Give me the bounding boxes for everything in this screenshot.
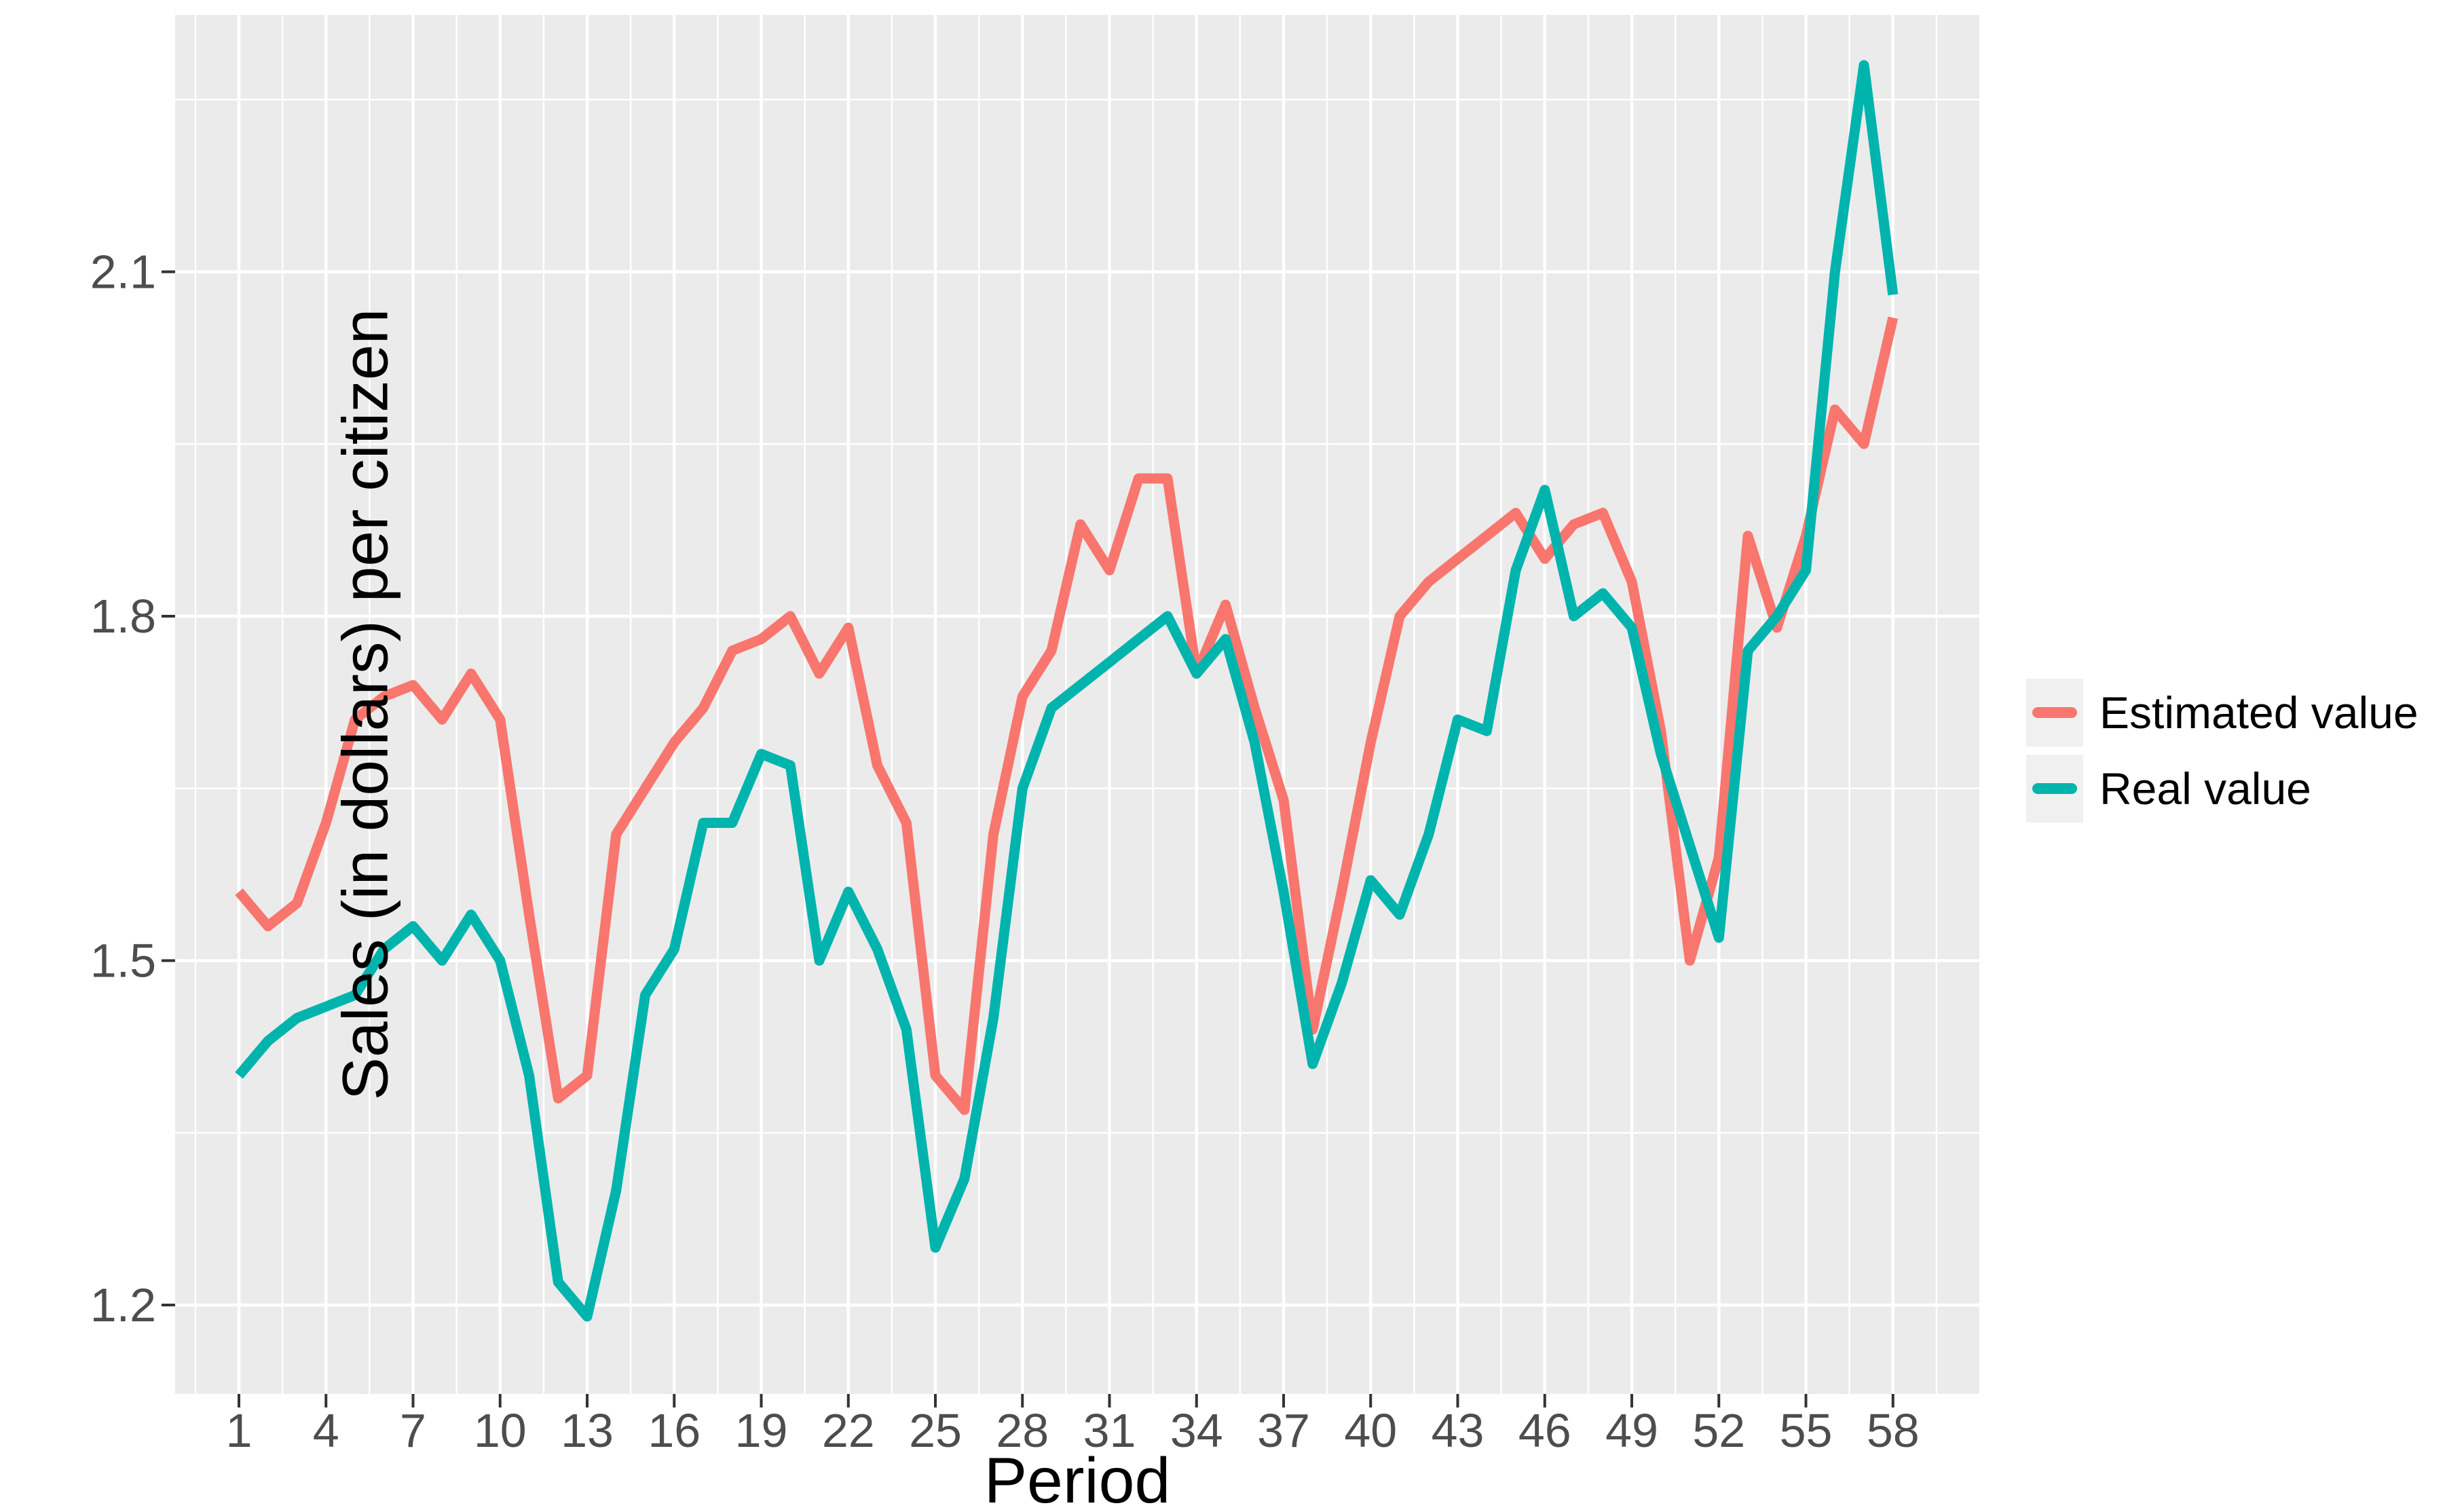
- minor-gridlines: [175, 15, 1979, 1394]
- y-tick-label: 1.8: [90, 590, 156, 643]
- x-tick-label: 31: [1083, 1404, 1136, 1457]
- x-tick-label: 46: [1518, 1404, 1571, 1457]
- legend-item-real-value: Real value: [2026, 755, 2419, 823]
- y-tick-label: 1.5: [90, 934, 156, 987]
- legend: Estimated value Real value: [2026, 679, 2419, 823]
- y-tick-label: 1.2: [90, 1279, 156, 1331]
- x-tick-label: 52: [1692, 1404, 1745, 1457]
- x-tick-label: 1: [226, 1404, 253, 1457]
- legend-item-estimated-value: Estimated value: [2026, 679, 2419, 746]
- estimated-value-key-line-icon: [2032, 707, 2077, 718]
- legend-key-estimated-value: [2026, 679, 2083, 746]
- x-tick-label: 49: [1605, 1404, 1658, 1457]
- x-tick-label: 4: [313, 1404, 339, 1457]
- x-tick-label: 40: [1344, 1404, 1397, 1457]
- axis-ticks: [162, 270, 1894, 1407]
- x-tick-label: 25: [909, 1404, 962, 1457]
- estimated-value-line: [235, 316, 1899, 1115]
- x-tick-label: 43: [1432, 1404, 1485, 1457]
- x-tick-label: 37: [1257, 1404, 1310, 1457]
- x-tick-label: 22: [822, 1404, 875, 1457]
- y-axis-title: Sales (in dollars) per citizen: [329, 308, 402, 1101]
- legend-label-estimated-value: Estimated value: [2099, 687, 2419, 738]
- x-tick-label: 58: [1867, 1404, 1920, 1457]
- legend-label-real-value: Real value: [2099, 763, 2311, 814]
- x-tick-label: 16: [648, 1404, 701, 1457]
- x-tick-label: 28: [996, 1404, 1049, 1457]
- x-tick-label: 7: [400, 1404, 426, 1457]
- x-tick-label: 19: [735, 1404, 788, 1457]
- series-lines: [235, 60, 1899, 1322]
- x-tick-label: 10: [474, 1404, 527, 1457]
- x-tick-label: 55: [1780, 1404, 1833, 1457]
- real-value-key-line-icon: [2032, 783, 2077, 794]
- x-axis-title: Period: [984, 1445, 1171, 1512]
- legend-key-real-value: [2026, 755, 2083, 823]
- real-value-line: [235, 60, 1899, 1322]
- plot-panel: [175, 15, 1979, 1394]
- x-tick-label: 13: [561, 1404, 614, 1457]
- x-tick-label: 34: [1170, 1404, 1223, 1457]
- tick-labels: 1 4 7 10 13 16 19 22 25 28 31 34 37 40 43 46 49 52 55 58 1.2…: [90, 245, 1920, 1457]
- major-gridlines: [175, 15, 1979, 1394]
- y-tick-label: 2.1: [90, 245, 156, 298]
